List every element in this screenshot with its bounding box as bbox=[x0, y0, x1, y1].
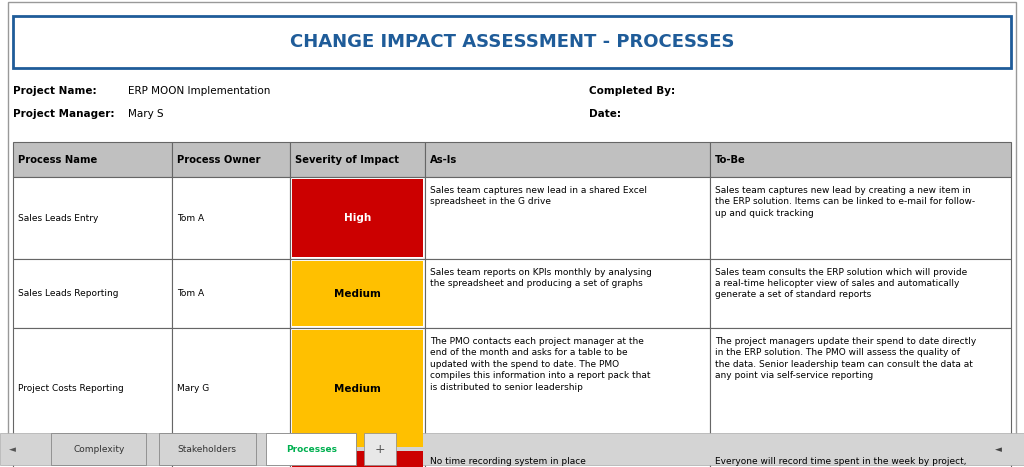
Bar bbox=[292, 330, 423, 447]
Bar bbox=[290, 449, 425, 467]
Bar bbox=[290, 259, 425, 328]
Text: ERP MOON Implementation: ERP MOON Implementation bbox=[128, 86, 270, 96]
Bar bbox=[710, 328, 1011, 449]
Text: Sales Leads Entry: Sales Leads Entry bbox=[18, 214, 98, 223]
Bar bbox=[159, 433, 256, 465]
Bar bbox=[425, 177, 710, 259]
Bar bbox=[172, 259, 290, 328]
Text: Sales team reports on KPIs monthly by analysing
the spreadsheet and producing a : Sales team reports on KPIs monthly by an… bbox=[430, 268, 652, 288]
Text: Project Costs Reporting: Project Costs Reporting bbox=[18, 384, 124, 393]
Text: The project managers update their spend to date directly
in the ERP solution. Th: The project managers update their spend … bbox=[715, 337, 976, 380]
Text: ◄: ◄ bbox=[9, 445, 15, 454]
Bar bbox=[292, 179, 423, 257]
Text: Sales team captures new lead in a shared Excel
spreadsheet in the G drive: Sales team captures new lead in a shared… bbox=[430, 186, 647, 206]
Bar bbox=[710, 449, 1011, 467]
Text: To-Be: To-Be bbox=[715, 155, 745, 165]
Bar bbox=[425, 142, 710, 177]
Text: Severity of Impact: Severity of Impact bbox=[295, 155, 399, 165]
Text: Tom A: Tom A bbox=[177, 289, 204, 298]
Text: Sales Leads Reporting: Sales Leads Reporting bbox=[18, 289, 119, 298]
Bar bbox=[425, 259, 710, 328]
Bar bbox=[292, 261, 423, 326]
Text: Medium: Medium bbox=[334, 289, 381, 299]
Text: Process Name: Process Name bbox=[18, 155, 97, 165]
Text: Sales team captures new lead by creating a new item in
the ERP solution. Items c: Sales team captures new lead by creating… bbox=[715, 186, 975, 218]
Bar bbox=[290, 142, 425, 177]
Bar bbox=[172, 142, 290, 177]
Bar bbox=[13, 16, 1011, 68]
Bar bbox=[290, 177, 425, 259]
Text: The PMO contacts each project manager at the
end of the month and asks for a tab: The PMO contacts each project manager at… bbox=[430, 337, 650, 391]
Text: As-Is: As-Is bbox=[430, 155, 458, 165]
Bar bbox=[0, 433, 1024, 465]
Text: Project Manager:: Project Manager: bbox=[13, 109, 115, 120]
Text: Project Name:: Project Name: bbox=[13, 86, 97, 96]
Text: +: + bbox=[375, 443, 385, 456]
Text: Processes: Processes bbox=[286, 445, 337, 454]
Bar bbox=[425, 449, 710, 467]
Text: Medium: Medium bbox=[334, 383, 381, 394]
Text: Sales team consults the ERP solution which will provide
a real-time helicopter v: Sales team consults the ERP solution whi… bbox=[715, 268, 967, 299]
Text: Everyone will record time spent in the week by project,
using the timesheet solu: Everyone will record time spent in the w… bbox=[715, 457, 967, 467]
Bar bbox=[172, 328, 290, 449]
Bar bbox=[172, 449, 290, 467]
Text: ◄: ◄ bbox=[995, 445, 1001, 454]
Bar bbox=[13, 328, 172, 449]
Text: Date:: Date: bbox=[589, 109, 621, 120]
Bar bbox=[710, 142, 1011, 177]
Text: Tom A: Tom A bbox=[177, 214, 204, 223]
Bar bbox=[172, 177, 290, 259]
Bar bbox=[13, 142, 172, 177]
Text: CHANGE IMPACT ASSESSMENT - PROCESSES: CHANGE IMPACT ASSESSMENT - PROCESSES bbox=[290, 33, 734, 51]
Bar bbox=[266, 433, 356, 465]
Bar bbox=[364, 433, 396, 465]
Text: Mary G: Mary G bbox=[177, 384, 209, 393]
Text: Complexity: Complexity bbox=[73, 445, 125, 454]
Bar bbox=[13, 259, 172, 328]
Text: No time recording system in place: No time recording system in place bbox=[430, 457, 586, 466]
Text: High: High bbox=[344, 213, 371, 223]
Text: Mary S: Mary S bbox=[128, 109, 164, 120]
Bar bbox=[710, 177, 1011, 259]
Bar bbox=[290, 328, 425, 449]
Text: Stakeholders: Stakeholders bbox=[178, 445, 237, 454]
Bar bbox=[710, 259, 1011, 328]
Bar bbox=[425, 328, 710, 449]
Bar bbox=[13, 449, 172, 467]
Bar bbox=[292, 451, 423, 467]
Text: Process Owner: Process Owner bbox=[177, 155, 261, 165]
Bar bbox=[51, 433, 146, 465]
Text: Completed By:: Completed By: bbox=[589, 86, 675, 96]
Bar bbox=[13, 177, 172, 259]
